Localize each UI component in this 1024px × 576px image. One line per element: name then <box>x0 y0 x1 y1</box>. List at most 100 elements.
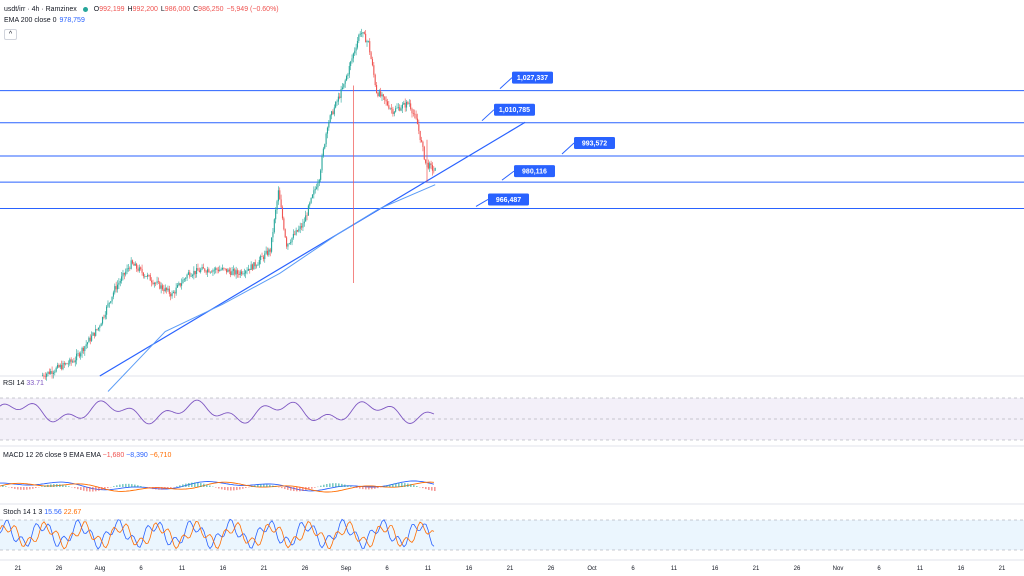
candle-body <box>211 271 213 273</box>
candle-body <box>277 190 279 202</box>
macd-histogram-bar <box>236 487 238 491</box>
rsi-band <box>0 398 1024 440</box>
macd-histogram-bar <box>302 487 304 491</box>
rsi-legend[interactable]: RSI 14 33.71 <box>3 379 44 388</box>
candle-body <box>329 115 331 122</box>
macd-histogram-bar <box>413 485 415 487</box>
macd-histogram-bar <box>140 486 142 487</box>
candle-body <box>106 306 108 315</box>
candle-body <box>355 47 357 51</box>
candle-body <box>166 287 168 291</box>
candle-body <box>118 282 120 285</box>
macd-histogram-bar <box>365 487 367 490</box>
candle-body <box>171 293 173 297</box>
candle-body <box>386 101 389 106</box>
ohlc-open-value: 992,199 <box>99 6 125 13</box>
candle-body <box>396 107 398 109</box>
macd-histogram-bar <box>269 484 271 487</box>
candle-body <box>131 260 134 264</box>
time-axis-label: 21 <box>15 566 22 572</box>
candle-body <box>414 113 416 115</box>
time-axis-label: 26 <box>302 566 309 572</box>
candle-body <box>275 209 277 220</box>
candle-body <box>74 360 76 363</box>
macd-histogram-bar <box>50 484 52 487</box>
macd-histogram-bar <box>116 485 118 487</box>
candle-body <box>348 65 350 75</box>
macd-histogram-bar <box>203 483 205 487</box>
stoch-k-value: 15.56 <box>44 509 62 516</box>
candle-body <box>411 108 413 114</box>
symbol-legend[interactable]: usdt/irr · 4h · Ramzinex O 992,199 H 992… <box>4 5 279 14</box>
candle-body <box>251 264 254 270</box>
candle-body <box>174 292 176 294</box>
macd-histogram-bar <box>251 486 253 487</box>
stoch-d-line <box>0 520 435 550</box>
candle-body <box>193 270 195 276</box>
candle-body <box>336 101 338 103</box>
stoch-legend[interactable]: Stoch 14 1 3 15.56 22.67 <box>3 508 81 517</box>
candle-body <box>127 268 129 269</box>
candle-body <box>261 256 263 257</box>
candle-body <box>56 364 59 368</box>
macd-histogram-bar <box>233 487 235 491</box>
candle-body <box>133 263 135 266</box>
macd-histogram-bar <box>101 487 103 491</box>
candle-body <box>41 375 44 377</box>
macd-histogram-bar <box>374 487 376 489</box>
macd-histogram-bar <box>77 487 79 490</box>
candle-body <box>204 268 206 272</box>
candle-body <box>271 237 273 252</box>
macd-histogram-bar <box>185 483 187 487</box>
macd-histogram-bar <box>26 487 28 490</box>
candle-body <box>288 243 290 244</box>
macd-histogram-bar <box>149 487 151 489</box>
candle-body <box>410 103 412 109</box>
candle-body <box>253 262 255 270</box>
candle-body <box>254 262 256 267</box>
time-axis-label: 21 <box>999 566 1006 572</box>
candle-body <box>182 279 184 284</box>
candle-body <box>423 146 425 160</box>
macd-histogram-bar <box>293 487 295 492</box>
macd-histogram-bar <box>335 483 337 487</box>
candle-body <box>52 372 54 374</box>
candle-body <box>130 260 132 269</box>
candle-body <box>65 363 67 365</box>
collapse-legend-button[interactable]: ^ <box>4 29 17 40</box>
level-connector <box>499 77 513 90</box>
macd-histogram-bar <box>131 484 133 487</box>
time-axis-label: 11 <box>425 566 432 572</box>
ema-legend[interactable]: EMA 200 close 0 978,759 <box>4 16 85 25</box>
macd-histogram-bar <box>215 487 217 488</box>
macd-histogram-bar <box>344 484 346 487</box>
candle-body <box>55 367 57 372</box>
candle-body <box>371 59 374 66</box>
candle-body <box>332 111 334 115</box>
candle-body <box>341 87 344 90</box>
level-label-box <box>512 71 553 84</box>
candle-body <box>276 201 278 210</box>
candle-body <box>112 292 114 297</box>
macd-label: MACD 12 26 close 9 EMA EMA <box>3 452 101 459</box>
candle-body <box>140 267 142 269</box>
candle-body <box>148 274 150 276</box>
candle-body <box>111 296 113 302</box>
macd-histogram-bar <box>356 487 358 488</box>
time-axis-label: 11 <box>671 566 678 572</box>
candle-body <box>358 34 360 41</box>
time-axis-label: 6 <box>877 566 881 572</box>
candle-body <box>48 371 50 374</box>
candle-body <box>281 207 284 219</box>
candle-body <box>212 270 214 273</box>
candle-body <box>294 233 296 235</box>
candle-body <box>95 328 97 336</box>
macd-legend[interactable]: MACD 12 26 close 9 EMA EMA −1,680 −8,390… <box>3 451 171 460</box>
macd-histogram-bar <box>296 487 298 492</box>
macd-histogram-bar <box>188 483 190 487</box>
candle-body <box>310 197 312 203</box>
candle-body <box>197 268 199 271</box>
time-axis-label: 26 <box>56 566 63 572</box>
macd-histogram-bar <box>332 483 334 487</box>
